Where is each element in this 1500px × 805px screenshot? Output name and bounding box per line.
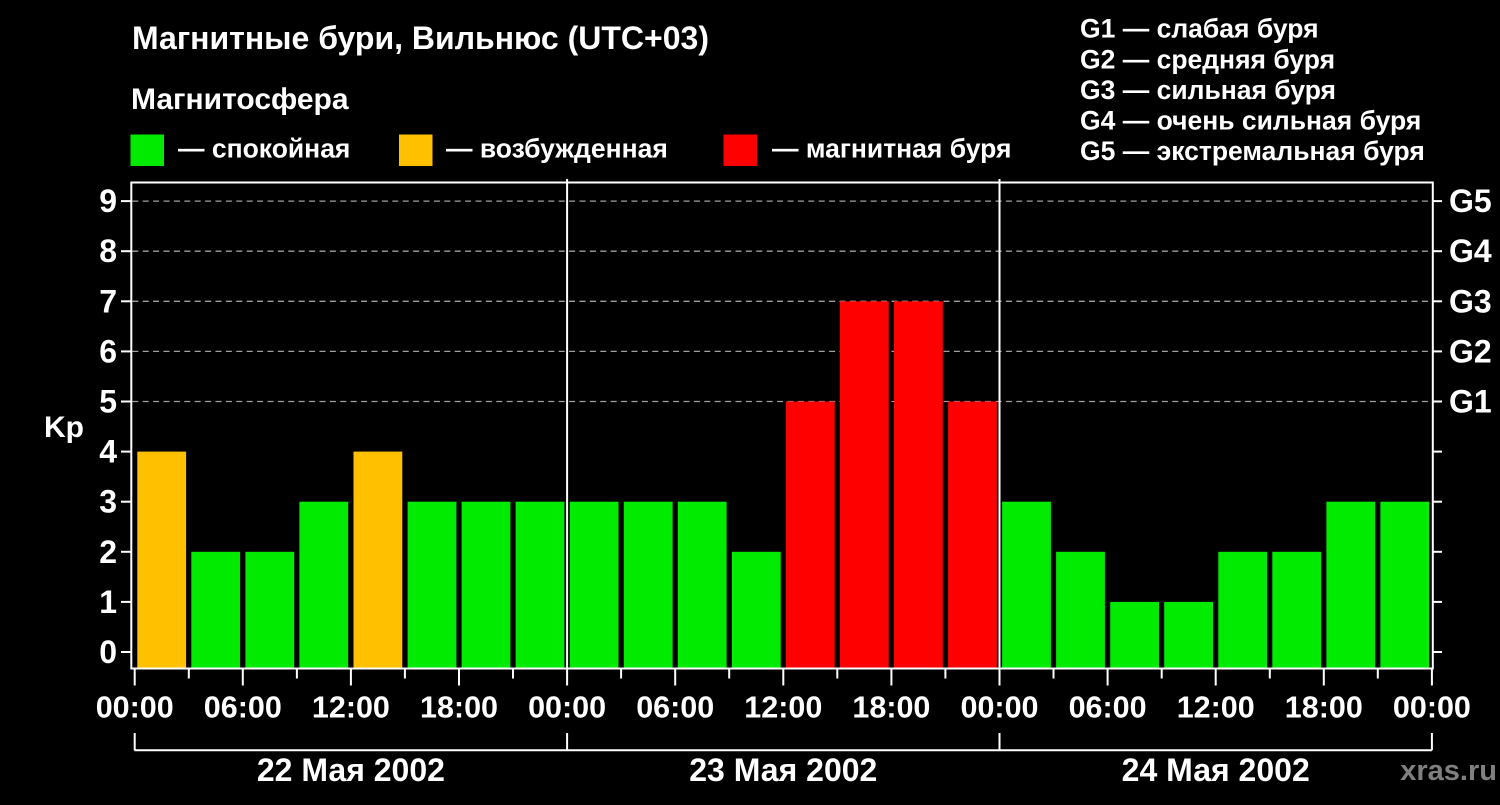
svg-text:00:00: 00:00 <box>1393 691 1471 725</box>
svg-text:2: 2 <box>99 534 117 570</box>
svg-text:G1: G1 <box>1449 384 1492 420</box>
svg-text:06:00: 06:00 <box>1069 691 1147 725</box>
svg-text:12:00: 12:00 <box>744 691 822 725</box>
svg-text:0: 0 <box>99 634 117 670</box>
svg-text:22 Мая 2002: 22 Мая 2002 <box>257 752 445 788</box>
svg-text:xras.ru: xras.ru <box>1400 755 1497 787</box>
svg-text:3: 3 <box>99 484 117 520</box>
svg-text:G1 — слабая буря: G1 — слабая буря <box>1080 14 1319 44</box>
svg-text:00:00: 00:00 <box>528 691 606 725</box>
svg-text:— магнитная буря: — магнитная буря <box>772 134 1011 164</box>
svg-text:G2 — средняя буря: G2 — средняя буря <box>1080 44 1335 74</box>
svg-text:G3: G3 <box>1449 283 1492 319</box>
svg-text:06:00: 06:00 <box>636 691 714 725</box>
svg-text:00:00: 00:00 <box>960 691 1038 725</box>
svg-text:G5: G5 <box>1449 183 1492 219</box>
svg-text:06:00: 06:00 <box>204 691 282 725</box>
svg-text:5: 5 <box>99 384 117 420</box>
svg-text:— спокойная: — спокойная <box>178 134 350 164</box>
svg-text:G4 — очень сильная буря: G4 — очень сильная буря <box>1080 106 1421 136</box>
svg-text:4: 4 <box>99 434 117 470</box>
svg-text:G2: G2 <box>1449 333 1492 369</box>
svg-text:23 Мая 2002: 23 Мая 2002 <box>689 752 877 788</box>
svg-text:9: 9 <box>99 183 117 219</box>
svg-text:G5 — экстремальная буря: G5 — экстремальная буря <box>1080 136 1425 166</box>
svg-text:18:00: 18:00 <box>852 691 930 725</box>
svg-text:G3 — сильная буря: G3 — сильная буря <box>1080 75 1336 105</box>
svg-text:6: 6 <box>99 333 117 369</box>
svg-text:18:00: 18:00 <box>1285 691 1363 725</box>
svg-text:8: 8 <box>99 233 117 269</box>
svg-text:12:00: 12:00 <box>1177 691 1255 725</box>
svg-text:— возбужденная: — возбужденная <box>446 134 668 164</box>
svg-text:G4: G4 <box>1449 233 1492 269</box>
svg-text:7: 7 <box>99 283 117 319</box>
svg-text:18:00: 18:00 <box>420 691 498 725</box>
svg-text:Магнитные бури, Вильнюс (UTC+0: Магнитные бури, Вильнюс (UTC+03) <box>132 20 709 56</box>
svg-text:12:00: 12:00 <box>312 691 390 725</box>
svg-text:24 Мая 2002: 24 Мая 2002 <box>1122 752 1310 788</box>
svg-text:Магнитосфера: Магнитосфера <box>131 83 349 116</box>
svg-text:Kp: Kp <box>44 411 84 444</box>
svg-text:00:00: 00:00 <box>96 691 174 725</box>
svg-text:1: 1 <box>99 584 117 620</box>
